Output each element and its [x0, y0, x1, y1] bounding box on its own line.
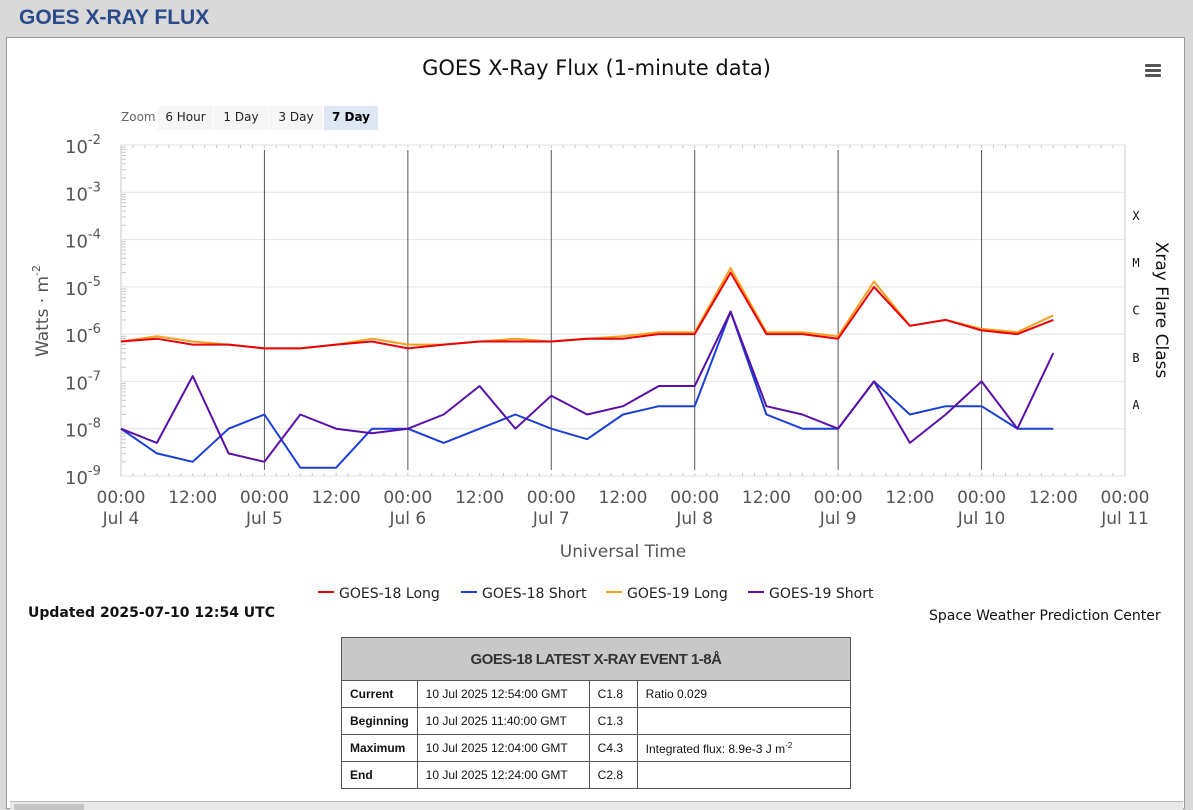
x-tick-label: 00:00	[240, 488, 289, 508]
x-tick-label: 12:00	[168, 488, 217, 508]
x-tick-label: 00:00	[383, 488, 432, 508]
y-tick-label: 10-6	[65, 322, 101, 347]
flare-class-label: B	[1132, 351, 1139, 365]
legend-goes19-long[interactable]: GOES-19 Long	[606, 586, 728, 602]
table-row: Current 10 Jul 2025 12:54:00 GMT C1.8 Ra…	[341, 680, 852, 708]
legend-label: GOES-18 Short	[482, 586, 587, 602]
event-key: Maximum	[341, 734, 418, 762]
zoom-6-hour-button[interactable]: 6 Hour	[158, 106, 213, 130]
x-tick-date-label: Jul 4	[102, 509, 140, 529]
legend-swatch	[748, 591, 764, 593]
event-table: GOES-18 LATEST X-RAY EVENT 1-8Å Current …	[341, 637, 852, 789]
event-note: Ratio 0.029	[636, 680, 852, 708]
x-tick-label: 00:00	[957, 488, 1006, 508]
legend-label: GOES-18 Long	[339, 586, 440, 602]
zoom-3-day-button[interactable]: 3 Day	[269, 106, 323, 130]
x-tick-label: 12:00	[455, 488, 504, 508]
y-tick-label: 10-9	[65, 464, 101, 489]
page-title: GOES X-RAY FLUX	[19, 6, 210, 29]
zoom-1-day-button[interactable]: 1 Day	[214, 106, 268, 130]
x-tick-label: 00:00	[670, 488, 719, 508]
y-tick-label: 10-8	[65, 417, 101, 442]
credit-text: Space Weather Prediction Center	[929, 608, 1161, 624]
x-tick-label: 12:00	[1029, 488, 1078, 508]
series-line-goes-18-short	[120, 310, 1054, 469]
table-row: End 10 Jul 2025 12:24:00 GMT C2.8	[341, 761, 852, 789]
chart-title: GOES X-Ray Flux (1-minute data)	[422, 56, 771, 80]
updated-timestamp: Updated 2025-07-10 12:54 UTC	[28, 605, 275, 621]
page-header: GOES X-RAY FLUX	[0, 0, 1193, 36]
legend-swatch	[318, 591, 334, 593]
zoom-7-day-button[interactable]: 7 Day	[324, 106, 378, 130]
y-axis-title: Watts · m-2	[30, 265, 53, 357]
y-tick-label: 10-5	[65, 275, 101, 300]
legend-swatch	[606, 591, 622, 593]
flare-class-label: M	[1132, 256, 1139, 270]
event-note: Integrated flux: 8.9e-3 J m-2	[636, 734, 852, 762]
legend-goes18-short[interactable]: GOES-18 Short	[461, 586, 587, 602]
flare-class-label: C	[1132, 304, 1139, 318]
legend-goes19-short[interactable]: GOES-19 Short	[748, 586, 874, 602]
x-axis-title: Universal Time	[560, 542, 686, 562]
event-time: 10 Jul 2025 12:54:00 GMT	[416, 680, 590, 708]
flare-class-label: A	[1132, 398, 1140, 412]
x-tick-date-label: Jul 9	[819, 509, 857, 529]
event-class: C1.8	[588, 680, 638, 708]
x-tick-label: 12:00	[742, 488, 791, 508]
legend-label: GOES-19 Long	[627, 586, 728, 602]
event-note	[636, 761, 852, 789]
x-tick-label: 00:00	[527, 488, 576, 508]
event-table-header: GOES-18 LATEST X-RAY EVENT 1-8Å	[341, 637, 851, 681]
event-note	[636, 707, 852, 735]
x-tick-label: 00:00	[1101, 488, 1150, 508]
x-tick-date-label: Jul 8	[675, 509, 713, 529]
legend-goes18-long[interactable]: GOES-18 Long	[318, 586, 440, 602]
x-tick-label: 12:00	[599, 488, 648, 508]
legend-swatch	[461, 591, 477, 593]
event-key: Current	[341, 680, 418, 708]
x-tick-date-label: Jul 10	[957, 509, 1006, 529]
event-time: 10 Jul 2025 11:40:00 GMT	[416, 707, 590, 735]
x-tick-label: 00:00	[814, 488, 863, 508]
legend-label: GOES-19 Short	[769, 586, 874, 602]
y-tick-label: 10-2	[65, 133, 101, 158]
table-row: Beginning 10 Jul 2025 11:40:00 GMT C1.3	[341, 707, 852, 735]
y2-axis-title: Xray Flare Class	[1151, 242, 1171, 379]
event-table-header-row: GOES-18 LATEST X-RAY EVENT 1-8Å	[341, 637, 851, 681]
event-class: C4.3	[588, 734, 638, 762]
series-line-goes-19-short	[120, 310, 1055, 463]
event-class: C1.3	[588, 707, 638, 735]
x-tick-label: 12:00	[885, 488, 934, 508]
menu-icon[interactable]	[1145, 64, 1161, 78]
y-tick-label: 10-7	[65, 369, 101, 394]
x-tick-date-label: Jul 6	[388, 509, 426, 529]
event-time: 10 Jul 2025 12:24:00 GMT	[416, 761, 590, 789]
horizontal-scrollbar[interactable]	[10, 801, 1183, 810]
x-tick-label: 00:00	[97, 488, 146, 508]
plot-area	[120, 144, 1126, 477]
scrollbar-thumb[interactable]	[14, 804, 84, 810]
x-tick-date-label: Jul 5	[245, 509, 283, 529]
series-line-goes-18-long	[120, 271, 1054, 350]
x-tick-date-label: Jul 11	[1100, 509, 1149, 529]
y-tick-label: 10-4	[65, 228, 101, 253]
flare-class-label: X	[1132, 209, 1140, 223]
event-class: C2.8	[588, 761, 638, 789]
xray-flux-chart: 10-2 10-3 10-4 10-5 10-6 10-7 10-8 10-9 X M C B A 00:…	[30, 133, 1171, 562]
event-key: End	[341, 761, 418, 789]
event-time: 10 Jul 2025 12:04:00 GMT	[416, 734, 590, 762]
table-row: Maximum 10 Jul 2025 12:04:00 GMT C4.3 In…	[341, 734, 852, 762]
y-tick-label: 10-3	[65, 180, 101, 205]
x-tick-date-label: Jul 7	[532, 509, 570, 529]
x-tick-label: 12:00	[312, 488, 361, 508]
event-key: Beginning	[341, 707, 418, 735]
zoom-label: Zoom	[121, 110, 156, 124]
